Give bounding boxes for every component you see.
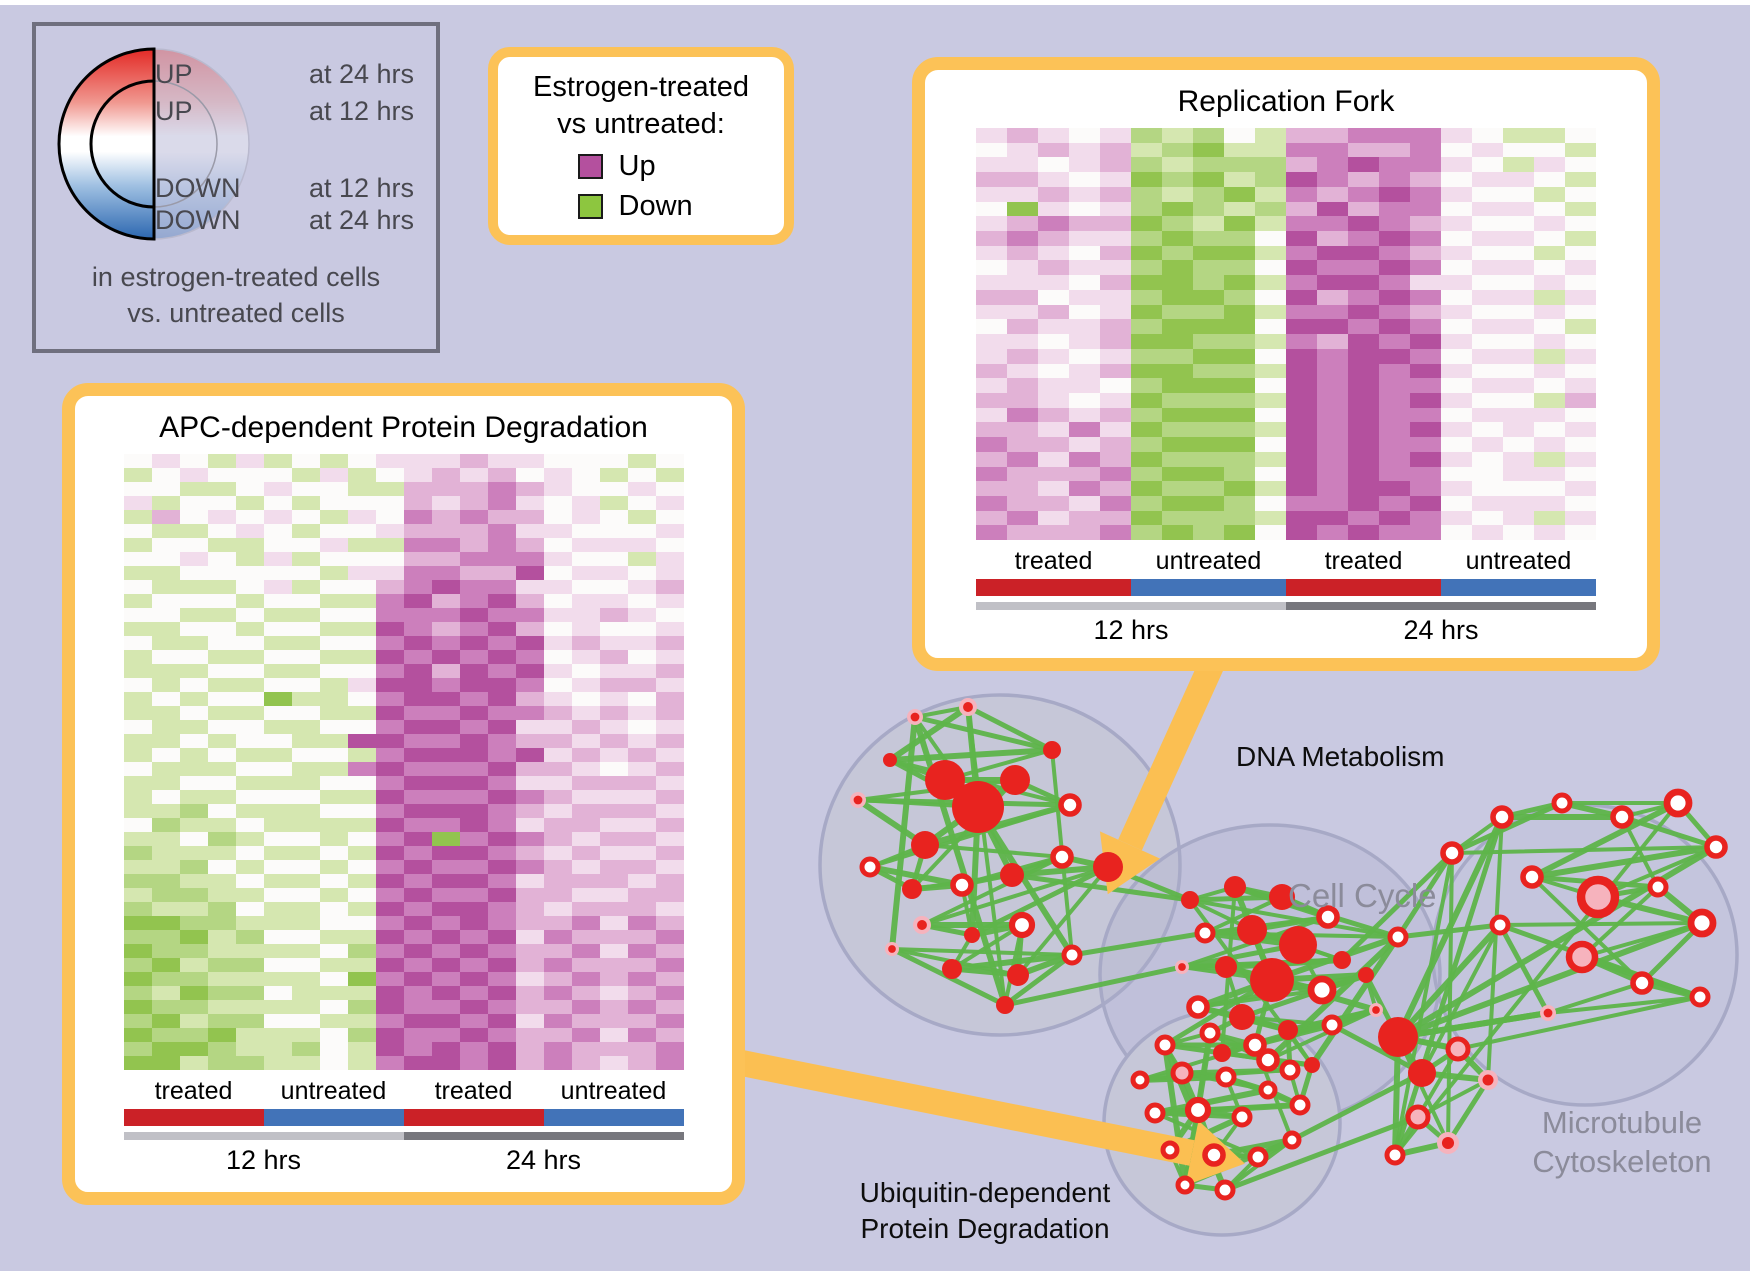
up-down-rings-icon: [57, 47, 250, 241]
group-label-treated-24: treated: [1324, 547, 1403, 575]
legend-time-12b: at 12 hrs: [308, 173, 414, 203]
legend-item-down: Down: [498, 190, 784, 223]
group-label-treated-12: treated: [1014, 547, 1093, 575]
group-label-untreated-24: untreated: [1465, 547, 1572, 575]
time-label-12hrs: 12 hrs: [1093, 615, 1169, 645]
apc-condition-bar: [123, 1109, 684, 1126]
legend-dir-up-24: UP: [155, 59, 193, 89]
replication-fork-panel: Replication Fork treated untreated treat…: [912, 57, 1660, 671]
apc-group-labels: treated untreated treated untreated: [124, 1077, 684, 1106]
rf-time-bar: [976, 602, 1596, 610]
dna-metabolism-label: DNA Metabolism: [1236, 741, 1445, 772]
legend-dir-down-12: DOWN: [155, 173, 241, 203]
updown-title-line1: Estrogen-treated: [532, 71, 749, 103]
down-color-swatch: [577, 194, 603, 219]
time-label-24hrs: 24 hrs: [505, 1145, 582, 1175]
time-label-12hrs: 12 hrs: [225, 1145, 302, 1175]
group-label-treated-24: treated: [434, 1077, 513, 1105]
legend-time-24b: at 24 hrs: [308, 205, 414, 235]
legend-time-24: at 24 hrs: [308, 59, 414, 89]
ubiquitin-label-line2: Protein Degradation: [860, 1213, 1110, 1244]
updown-color-legend: Estrogen-treated vs untreated: Up Down: [488, 47, 794, 245]
apc-time-labels: 12 hrs 24 hrs: [124, 1145, 684, 1176]
ubiquitin-label-line1: Ubiquitin-dependent: [859, 1177, 1111, 1208]
apc-panel-title: APC-dependent Protein Degradation: [159, 411, 648, 444]
apc-heatmap-panel: APC-dependent Protein Degradation treate…: [62, 383, 745, 1205]
rf-panel-title: Replication Fork: [1177, 85, 1395, 118]
legend-item-up: Up: [498, 150, 784, 183]
group-label-untreated-12: untreated: [1155, 547, 1262, 575]
microtubule-label-line1: Microtubule: [1541, 1105, 1703, 1140]
legend-dir-down-24: DOWN: [155, 205, 241, 235]
legend-caption-line1: in estrogen-treated cells: [91, 262, 381, 292]
rf-heatmap: [976, 128, 1596, 541]
down-label: Down: [618, 190, 693, 222]
ubiquitin-degradation-label: Ubiquitin-dependent Protein Degradation: [835, 1175, 1135, 1247]
up-color-swatch: [577, 154, 603, 179]
group-label-treated-12: treated: [154, 1077, 233, 1105]
legend-dir-up-12: UP: [155, 96, 193, 126]
apc-time-bar: [123, 1132, 684, 1140]
rf-time-labels: 12 hrs 24 hrs: [976, 615, 1596, 646]
rf-group-labels: treated untreated treated untreated: [976, 547, 1596, 576]
updown-title-line2: vs untreated:: [557, 108, 725, 140]
group-label-untreated-24: untreated: [560, 1077, 667, 1105]
legend-caption-line2: vs. untreated cells: [127, 298, 345, 328]
up-label: Up: [618, 150, 656, 182]
time-label-24hrs: 24 hrs: [1403, 615, 1479, 645]
cell-cycle-label: Cell Cycle: [1288, 877, 1437, 914]
network-graph: [739, 651, 1739, 1237]
microtubule-label-line2: Cytoskeleton: [1532, 1144, 1712, 1179]
legend-time-12: at 12 hrs: [308, 96, 414, 126]
apc-heatmap: [123, 454, 684, 1070]
microtubule-cytoskeleton-label: Microtubule Cytoskeleton: [1472, 1103, 1750, 1181]
direction-time-legend: UP at 24 hrs UP at 12 hrs DOWN at 12 hrs…: [32, 22, 440, 353]
group-label-untreated-12: untreated: [280, 1077, 387, 1105]
rf-condition-bar: [976, 579, 1596, 596]
